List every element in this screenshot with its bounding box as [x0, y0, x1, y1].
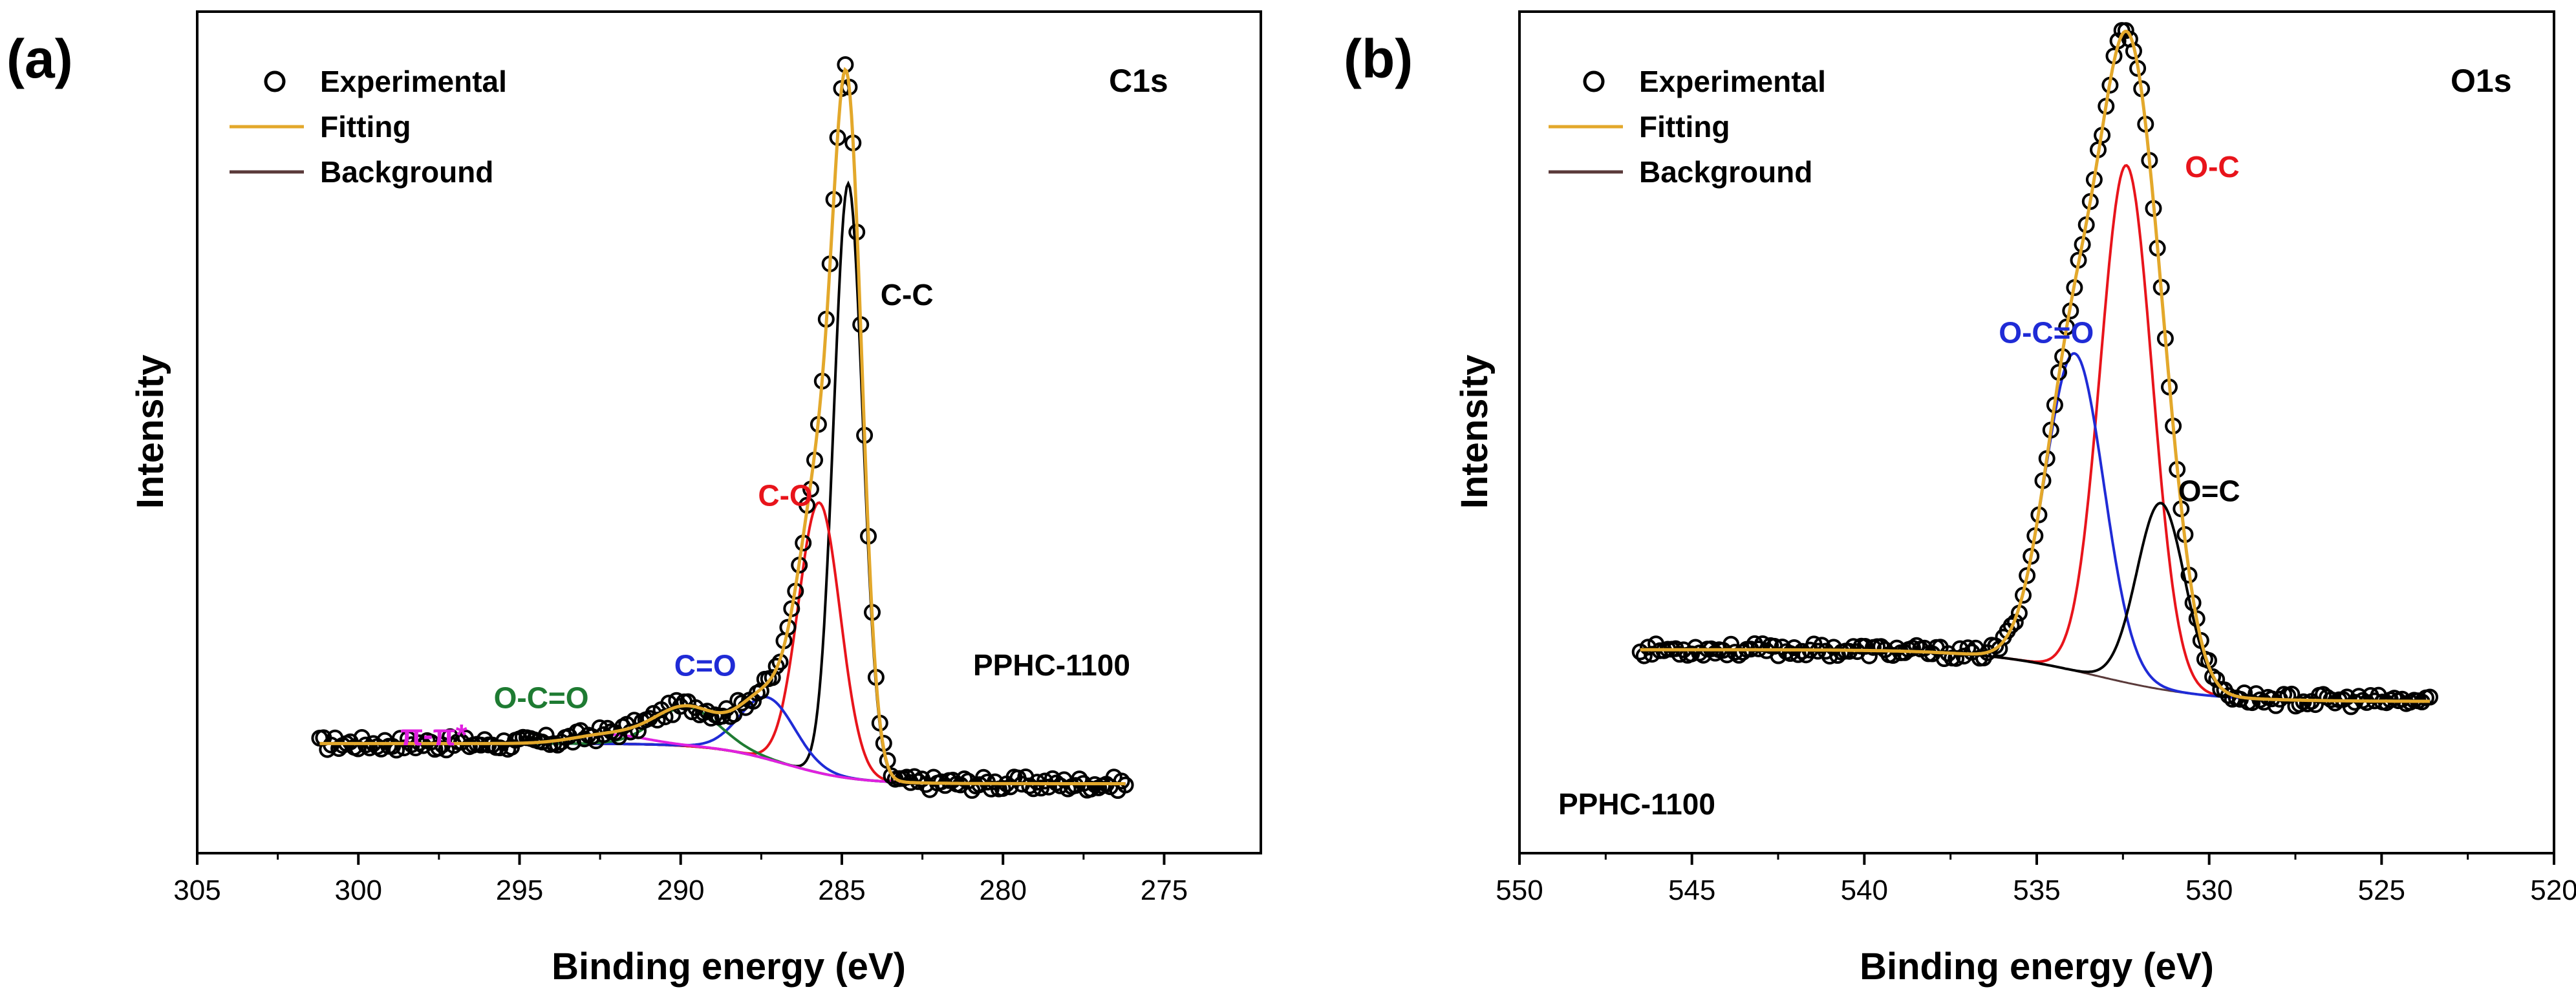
experimental-point	[2208, 671, 2226, 688]
experimental-point	[767, 657, 785, 675]
experimental-point	[1719, 646, 1735, 664]
panel-a-title: C1s	[1109, 63, 1168, 99]
experimental-point	[1113, 772, 1130, 790]
experimental-point	[1071, 770, 1088, 788]
experimental-point	[396, 739, 413, 757]
panel-a-legend: Experimental Fitting Background	[230, 65, 507, 189]
x-tick-label: 535	[2013, 874, 2060, 906]
experimental-point	[564, 734, 582, 751]
component-peak-c-c	[319, 180, 1126, 785]
x-tick-label: 545	[1668, 874, 1715, 906]
legend-background-label: Background	[320, 155, 493, 189]
x-tick-label: 275	[1141, 874, 1188, 906]
panel-b-x-axis-title: Binding energy (eV)	[1860, 946, 2214, 988]
experimental-point	[1955, 648, 1973, 665]
x-tick-label: 290	[657, 874, 704, 906]
panel-b-title: O1s	[2451, 63, 2512, 99]
panel-a-label: (a)	[6, 28, 73, 89]
experimental-point	[2421, 688, 2438, 706]
peak-annotation: π-π*	[400, 718, 467, 752]
experimental-point	[2117, 22, 2134, 39]
experimental-point	[764, 669, 781, 686]
experimental-point	[430, 739, 447, 757]
panel-a-experimental-points	[311, 56, 1134, 799]
x-tick-label: 550	[1496, 874, 1543, 906]
x-tick-label: 300	[335, 874, 382, 906]
experimental-point	[1856, 638, 1874, 655]
x-tick-label: 305	[173, 874, 220, 906]
peak-annotation: C-C	[881, 278, 934, 312]
panel-a-x-axis-title: Binding energy (eV)	[552, 946, 906, 988]
experimental-point	[1082, 780, 1100, 798]
peak-annotation: C=O	[674, 648, 736, 682]
panel-b-curves	[1640, 164, 2430, 703]
experimental-point	[2244, 694, 2261, 712]
panel-a-curves	[319, 180, 1126, 785]
panel-a-frame	[196, 10, 1262, 854]
x-tick-label: 525	[2358, 874, 2405, 906]
panel-a-x-ticks: 305 300 295 290 285 280 275	[173, 853, 1188, 906]
experimental-point	[2002, 617, 2020, 634]
panel-a-chart: (a) 305 300 295 290 285 280 275 C-C C-O C=O O-C=O…	[6, 10, 1262, 988]
panel-a-annotations: C-C C-O C=O O-C=O π-π*	[400, 278, 934, 752]
legend-experimental-label: Experimental	[320, 65, 507, 98]
experimental-point	[1948, 650, 1965, 667]
x-tick-label: 530	[2185, 874, 2233, 906]
peak-annotation: O-C	[2185, 150, 2239, 184]
peak-annotation: O-C=O	[1999, 315, 2094, 349]
x-tick-label: 520	[2530, 874, 2576, 906]
experimental-point	[1671, 646, 1688, 663]
experimental-point	[733, 694, 751, 712]
legend-fitting-label: Fitting	[320, 110, 411, 143]
experimental-point	[1706, 644, 1724, 662]
peak-annotation: C-O	[758, 479, 812, 513]
legend-experimental-marker-icon	[264, 70, 286, 92]
x-tick-label: 280	[980, 874, 1027, 906]
experimental-point	[2306, 696, 2324, 714]
x-tick-label: 295	[496, 874, 543, 906]
legend-experimental-label: Experimental	[1639, 65, 1826, 98]
experimental-point	[994, 779, 1011, 797]
experimental-point	[2394, 690, 2411, 708]
panel-b-legend: Experimental Fitting Background	[1549, 65, 1826, 189]
fitting-curve	[319, 67, 1126, 785]
panel-b-label: (b)	[1344, 28, 1413, 89]
legend-fitting-label: Fitting	[1639, 110, 1730, 143]
experimental-point	[1726, 644, 1744, 661]
panel-b-experimental-points	[1631, 22, 2438, 716]
experimental-point	[361, 739, 378, 757]
panel-b-chart: (b) 550 545 540 535 530 525 520 O-C O-C=O O=C Ex…	[1344, 10, 2576, 988]
x-tick-label: 540	[1841, 874, 1888, 906]
legend-experimental-marker-icon	[1583, 70, 1605, 92]
panel-a-sample-label: PPHC-1100	[973, 648, 1130, 682]
x-tick-label: 285	[818, 874, 865, 906]
fitting-curve	[1640, 29, 2430, 703]
experimental-point	[1734, 644, 1752, 661]
panel-b-annotations: O-C O-C=O O=C	[1999, 150, 2240, 508]
panel-b-x-ticks: 550 545 540 535 530 525 520	[1496, 853, 2576, 906]
legend-background-label: Background	[1639, 155, 1812, 189]
panel-a-y-axis-title: Intensity	[129, 355, 171, 509]
component-peak-o-c	[1640, 164, 2430, 703]
peak-annotation: O=C	[2178, 474, 2240, 508]
peak-annotation: O-C=O	[494, 681, 589, 714]
panel-b-sample-label: PPHC-1100	[1558, 787, 1715, 821]
panel-b-y-axis-title: Intensity	[1454, 355, 1496, 509]
